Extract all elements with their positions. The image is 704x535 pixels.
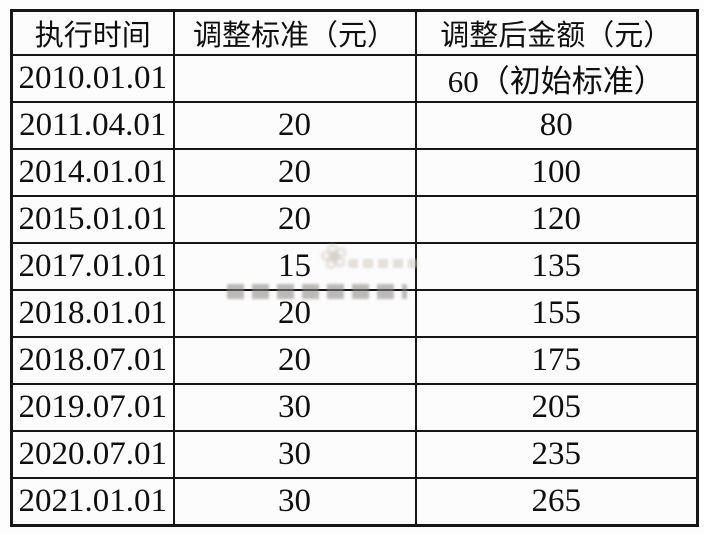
amount-cell: 100: [414, 148, 699, 197]
table-row: 2014.01.01 20 100: [10, 148, 699, 197]
adjustment-cell: 30: [172, 477, 417, 526]
date-cell: 2011.04.01: [10, 101, 175, 150]
amount-cell: 265: [414, 477, 699, 526]
header-adjusted-amount: 调整后金额（元）: [414, 9, 699, 56]
adjustment-cell: 30: [172, 383, 417, 432]
amount-cell: 205: [414, 383, 699, 432]
date-cell: 2015.01.01: [10, 195, 175, 244]
adjustment-cell: 30: [172, 430, 417, 479]
date-cell: 2021.01.01: [10, 477, 175, 526]
header-adjustment-standard: 调整标准（元）: [172, 9, 417, 56]
adjustment-cell: 20: [172, 336, 417, 385]
table-row: 2019.07.01 30 205: [10, 383, 699, 432]
table-row: 2017.01.01 15 135: [10, 242, 699, 291]
amount-cell: 120: [414, 195, 699, 244]
table-header-row: 执行时间 调整标准（元） 调整后金额（元）: [10, 9, 699, 56]
amount-cell: 135: [414, 242, 699, 291]
adjustment-cell: 20: [172, 101, 417, 150]
table-row: 2010.01.01 60（初始标准）: [10, 54, 699, 103]
amount-cell: 80: [414, 101, 699, 150]
adjustment-cell: 20: [172, 195, 417, 244]
date-cell: 2017.01.01: [10, 242, 175, 291]
date-cell: 2020.07.01: [10, 430, 175, 479]
adjustment-cell: 15: [172, 242, 417, 291]
adjustment-cell: 20: [172, 148, 417, 197]
table-row: 2018.01.01 20 155: [10, 289, 699, 338]
date-cell: 2019.07.01: [10, 383, 175, 432]
date-cell: 2018.01.01: [10, 289, 175, 338]
header-execution-time: 执行时间: [10, 9, 175, 56]
adjustment-schedule-table: 执行时间 调整标准（元） 调整后金额（元） 2010.01.01 60（初始标准…: [10, 9, 699, 527]
adjustment-cell: [172, 54, 417, 103]
table-row: 2021.01.01 30 265: [10, 477, 699, 526]
table-row: 2020.07.01 30 235: [10, 430, 699, 479]
amount-cell: 155: [414, 289, 699, 338]
table-row: 2011.04.01 20 80: [10, 101, 699, 150]
table-row: 2015.01.01 20 120: [10, 195, 699, 244]
table-row: 2018.07.01 20 175: [10, 336, 699, 385]
amount-cell: 235: [414, 430, 699, 479]
date-cell: 2010.01.01: [10, 54, 175, 103]
amount-cell: 175: [414, 336, 699, 385]
amount-cell: 60（初始标准）: [414, 54, 699, 103]
adjustment-cell: 20: [172, 289, 417, 338]
date-cell: 2014.01.01: [10, 148, 175, 197]
date-cell: 2018.07.01: [10, 336, 175, 385]
